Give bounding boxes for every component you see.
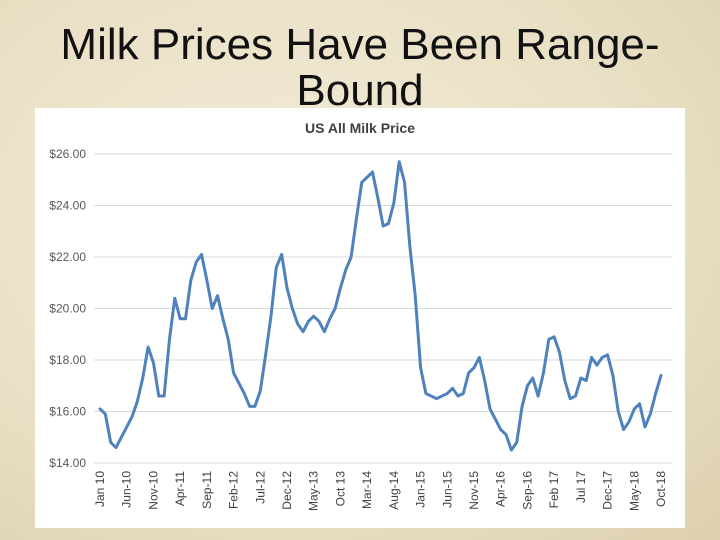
x-tick-label: Sep-11 (200, 471, 214, 509)
x-tick-label: Jun-10 (120, 471, 134, 508)
x-tick-label: Dec-12 (280, 471, 294, 510)
y-tick-label: $18.00 (49, 353, 86, 367)
x-tick-label: Nov-15 (467, 471, 481, 510)
x-tick-label: May-13 (307, 471, 321, 511)
x-tick-label: Jan-15 (414, 471, 428, 508)
x-tick-label: Oct-18 (654, 471, 668, 507)
price-line (98, 160, 663, 452)
x-tick-label: Jul-12 (253, 471, 267, 504)
y-tick-label: $26.00 (49, 147, 86, 161)
chart-area (35, 108, 685, 528)
x-tick-label: Jul 17 (574, 471, 588, 503)
y-tick-label: $14.00 (49, 456, 86, 470)
x-tick-label: Jun-15 (440, 471, 454, 508)
y-tick-label: $24.00 (49, 199, 86, 213)
slide-title: Milk Prices Have Been Range-Bound (60, 20, 660, 115)
y-tick-label: $22.00 (49, 250, 86, 264)
x-tick-label: Feb-12 (227, 471, 241, 509)
x-tick-label: Aug-14 (387, 471, 401, 510)
x-tick-label: Jan 10 (93, 471, 107, 507)
x-tick-label: May-18 (627, 471, 641, 511)
x-tick-label: Apr-11 (173, 471, 187, 506)
x-tick-label: Sep-16 (520, 471, 534, 510)
x-tick-label: Mar-14 (360, 471, 374, 509)
x-tick-label: Nov-10 (146, 471, 160, 510)
x-tick-label: Feb 17 (547, 471, 561, 509)
x-tick-label: Dec-17 (601, 471, 615, 510)
chart-title: US All Milk Price (305, 120, 415, 136)
x-tick-label: Oct 13 (333, 471, 347, 507)
y-tick-label: $16.00 (49, 405, 86, 419)
x-tick-label: Apr-16 (494, 471, 508, 507)
y-tick-label: $20.00 (49, 302, 86, 316)
